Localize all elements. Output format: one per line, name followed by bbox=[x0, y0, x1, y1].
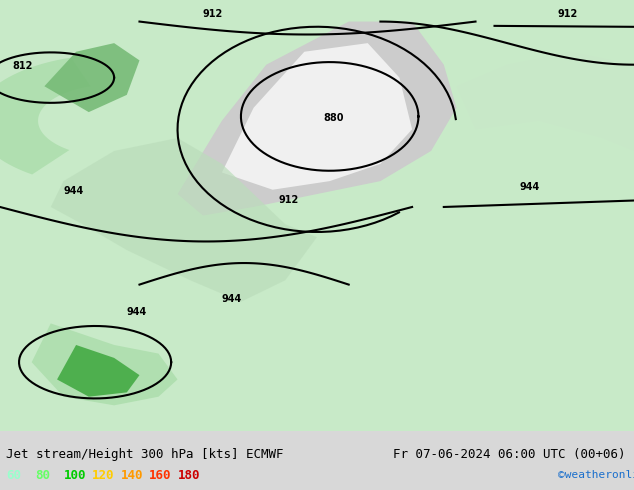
Text: 944: 944 bbox=[222, 294, 242, 304]
Text: 944: 944 bbox=[63, 186, 84, 196]
Text: 880: 880 bbox=[323, 113, 344, 122]
Text: 160: 160 bbox=[149, 469, 171, 482]
Text: Fr 07-06-2024 06:00 UTC (00+06): Fr 07-06-2024 06:00 UTC (00+06) bbox=[393, 448, 626, 461]
Text: 80: 80 bbox=[35, 469, 50, 482]
Text: 140: 140 bbox=[120, 469, 143, 482]
Text: 812: 812 bbox=[13, 61, 33, 71]
Text: 60: 60 bbox=[6, 469, 22, 482]
Text: Jet stream/Height 300 hPa [kts] ECMWF: Jet stream/Height 300 hPa [kts] ECMWF bbox=[6, 448, 284, 461]
Text: 912: 912 bbox=[279, 195, 299, 205]
Text: 180: 180 bbox=[178, 469, 200, 482]
Text: 944: 944 bbox=[127, 307, 147, 317]
Text: 912: 912 bbox=[558, 9, 578, 19]
Text: ©weatheronline.co.uk: ©weatheronline.co.uk bbox=[558, 470, 634, 480]
Text: 100: 100 bbox=[63, 469, 86, 482]
Text: 944: 944 bbox=[520, 182, 540, 192]
Text: 912: 912 bbox=[203, 9, 223, 19]
Text: 120: 120 bbox=[92, 469, 114, 482]
